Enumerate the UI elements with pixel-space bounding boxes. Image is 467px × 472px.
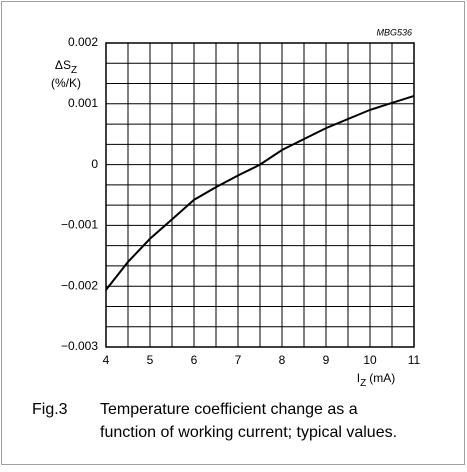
x-tick-label: 6	[191, 353, 198, 367]
y-axis-label: ΔSZ	[55, 58, 77, 75]
y-label-symbol: ΔS	[55, 58, 71, 72]
x-tick-label: 5	[147, 353, 154, 367]
x-axis-label: IZ (mA)	[357, 371, 395, 388]
x-tick-label: 7	[235, 353, 242, 367]
x-tick-label: 4	[103, 353, 110, 367]
x-tick-label: 9	[323, 353, 330, 367]
x-label-subscript: Z	[360, 378, 366, 389]
x-label-symbol: I	[357, 371, 360, 385]
y-tick-label: 0.001	[68, 96, 98, 110]
frame	[1, 1, 465, 465]
x-tick-label: 10	[363, 353, 377, 367]
annotation: MBG536	[376, 27, 412, 37]
caption-line: Temperature coefficient change as a	[100, 401, 358, 418]
data-line	[105, 94, 415, 291]
x-label-unit: (mA)	[369, 371, 395, 385]
y-tick-label: 0.002	[68, 35, 98, 49]
caption-line: function of working current; typical val…	[100, 424, 397, 441]
y-tick-label: −0.001	[61, 218, 98, 232]
x-tick-label: 8	[279, 353, 286, 367]
caption-label: Fig.3	[32, 401, 68, 418]
y-tick-label: −0.002	[61, 278, 98, 292]
y-label-subscript: Z	[71, 65, 77, 76]
x-tick-label: 11	[408, 353, 421, 367]
y-tick-label: −0.003	[61, 339, 98, 353]
y-axis-unit: (%/K)	[51, 76, 81, 90]
plot-border	[105, 42, 415, 348]
y-tick-label: 0	[91, 157, 98, 171]
